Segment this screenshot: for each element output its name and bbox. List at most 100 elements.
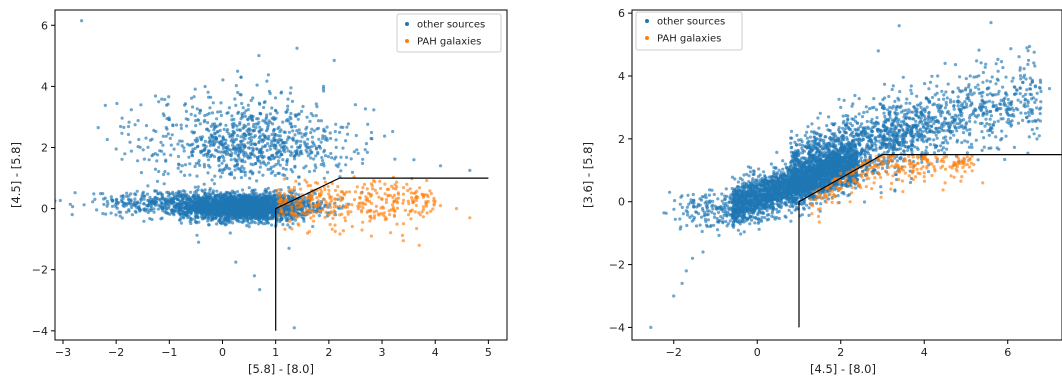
other-source-point [280, 152, 284, 157]
other-source-point [124, 210, 129, 214]
other-source-point [241, 188, 245, 192]
pah-galaxy-point [338, 204, 342, 208]
pah-galaxy-point [362, 182, 367, 186]
other-source-point [206, 90, 210, 94]
other-source-point [202, 165, 206, 169]
pah-galaxy-point [343, 219, 348, 223]
other-source-point [238, 210, 242, 214]
other-source-point [305, 201, 309, 205]
other-source-point [250, 203, 254, 207]
other-source-point [257, 136, 261, 140]
other-source-point [226, 111, 230, 115]
other-source-point [790, 211, 794, 215]
other-source-point [138, 209, 142, 213]
other-source-point [235, 190, 240, 194]
other-source-point [276, 171, 280, 175]
other-source-point [243, 173, 247, 177]
other-source-point [102, 197, 106, 201]
pah-galaxy-point [294, 179, 298, 183]
pah-galaxy-point [332, 209, 336, 213]
other-source-point [214, 201, 218, 205]
pah-galaxy-point [414, 203, 418, 208]
other-source-point [129, 108, 133, 112]
other-source-point [240, 196, 244, 200]
other-source-point [165, 103, 169, 107]
other-source-point [151, 199, 155, 203]
other-source-point [297, 212, 301, 216]
other-source-point [213, 174, 217, 178]
pah-galaxy-point [301, 196, 305, 200]
other-source-point [170, 133, 174, 137]
other-source-point [284, 140, 288, 145]
pah-galaxy-point [289, 193, 293, 197]
other-source-point [142, 202, 146, 206]
other-source-point [236, 111, 240, 115]
pah-galaxy-point [432, 203, 436, 207]
pah-galaxy-point [368, 219, 372, 223]
other-source-point [171, 124, 175, 128]
other-source-point [321, 84, 326, 88]
other-source-point [109, 195, 113, 199]
pah-galaxy-point [306, 231, 310, 235]
other-source-point [262, 161, 266, 165]
other-source-point [190, 154, 195, 158]
left-legend-label-other: other sources [417, 20, 485, 31]
other-source-point [206, 163, 211, 167]
pah-galaxy-point [370, 201, 374, 205]
other-source-point [277, 155, 281, 159]
pah-galaxy-point [364, 202, 368, 206]
other-source-point [251, 152, 255, 157]
other-source-point [209, 212, 213, 216]
other-source-point [189, 221, 193, 226]
other-source-point [268, 157, 272, 161]
other-source-point [253, 142, 257, 146]
other-source-point [71, 205, 75, 209]
other-source-point [246, 108, 250, 112]
other-source-point [192, 95, 196, 99]
other-source-point [337, 162, 341, 166]
other-source-point [215, 117, 219, 121]
other-source-point [212, 212, 216, 217]
other-source-point [145, 192, 150, 196]
other-source-point [224, 138, 228, 142]
other-source-point [133, 209, 137, 213]
pah-galaxy-point [405, 182, 409, 186]
other-source-point [161, 143, 165, 147]
other-source-point [221, 168, 225, 172]
other-source-point [219, 113, 223, 118]
other-source-point [125, 191, 129, 195]
other-source-point [239, 169, 243, 174]
pah-galaxy-point [349, 210, 353, 214]
other-source-point [197, 240, 201, 244]
other-source-point [234, 260, 238, 264]
other-source-point [198, 149, 203, 154]
pah-galaxy-point [334, 204, 338, 208]
other-source-point [187, 196, 191, 200]
pah-galaxy-point [418, 213, 422, 217]
pah-galaxy-point [278, 194, 282, 198]
other-source-point [254, 203, 258, 207]
other-source-point [152, 210, 156, 214]
other-source-point [194, 124, 198, 128]
other-source-point [287, 246, 291, 250]
other-source-point [332, 58, 336, 63]
other-source-point [211, 203, 216, 208]
left-x-tick-label: −1 [161, 346, 177, 359]
other-source-point [209, 208, 214, 212]
other-source-point [265, 79, 269, 83]
pah-galaxy-point [309, 216, 313, 220]
other-source-point [315, 127, 319, 131]
other-source-point [184, 213, 188, 217]
other-source-point [302, 217, 306, 221]
pah-galaxy-point [328, 201, 332, 205]
other-source-point [286, 97, 290, 101]
other-source-point [153, 189, 157, 193]
pah-galaxy-point [329, 205, 333, 209]
other-source-point [171, 190, 175, 194]
other-source-point [294, 114, 298, 118]
other-source-point [328, 131, 332, 135]
other-source-point [142, 194, 146, 198]
other-source-point [383, 134, 387, 138]
other-source-point [272, 143, 276, 147]
